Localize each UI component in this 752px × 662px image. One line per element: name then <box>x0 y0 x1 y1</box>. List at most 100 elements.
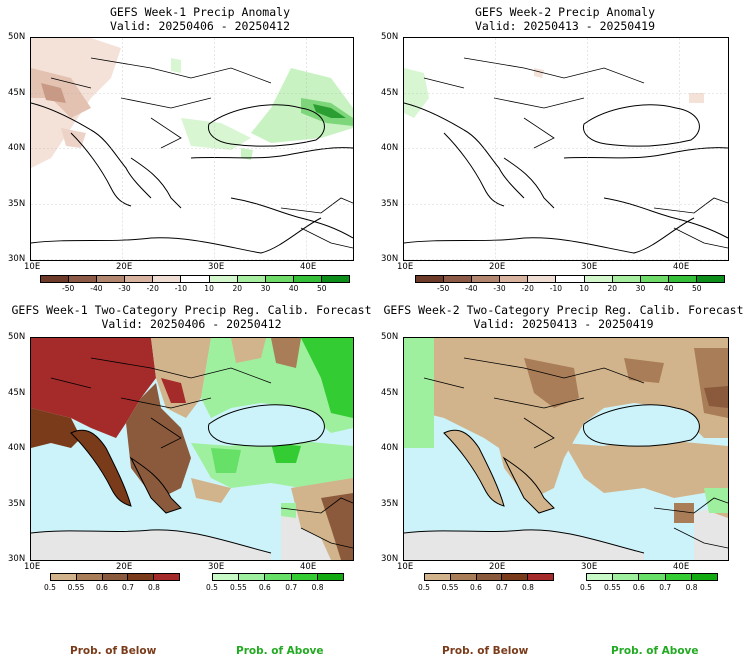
colorbar-label: 20 <box>607 284 618 293</box>
map-week1-anomaly <box>30 37 354 261</box>
colorbar-swatch <box>154 574 179 580</box>
colorbar-swatch <box>125 276 154 282</box>
colorbar-label: 0.5 <box>44 583 56 592</box>
colorbar-swatch <box>450 574 477 580</box>
colorbar-swatch <box>293 276 322 282</box>
colorbar-label: 0.7 <box>496 583 508 592</box>
below-colorbar <box>50 573 180 581</box>
colorbar-label: 0.55 <box>604 583 621 592</box>
above-colorbar <box>212 573 344 581</box>
map-week1-twocat <box>30 337 354 561</box>
above-colorbar <box>586 573 718 581</box>
colorbar-label: 50 <box>317 284 327 293</box>
lon-label: 20E <box>489 262 506 272</box>
lat-label: 50N <box>8 332 26 342</box>
colorbar-label: 50 <box>692 284 702 293</box>
colorbar-swatch <box>209 276 238 282</box>
colorbar-label: 0.5 <box>206 583 218 592</box>
lat-label: 30N <box>8 554 26 564</box>
anomaly-colorbar <box>415 275 725 283</box>
lon-label: 10E <box>24 562 41 572</box>
colorbar-label: -10 <box>174 284 188 293</box>
colorbar-label: -20 <box>521 284 534 293</box>
colorbar-label: 0.6 <box>258 583 271 592</box>
lat-label: 30N <box>381 254 399 264</box>
lon-label: 30E <box>581 562 598 572</box>
lat-label: 45N <box>381 388 399 398</box>
lat-label: 40N <box>8 143 26 153</box>
colorbar-swatch <box>640 276 669 282</box>
colorbar-swatch <box>317 574 344 580</box>
lon-label: 10E <box>397 262 414 272</box>
colorbar-label: 0.55 <box>441 583 459 592</box>
lat-label: 50N <box>381 332 399 342</box>
panel-title: GEFS Week-2 Two-Category Precip Reg. Cal… <box>383 303 744 317</box>
colorbar-swatch <box>76 574 103 580</box>
panel-title: GEFS Week-2 Precip Anomaly <box>474 5 655 19</box>
lat-label: 40N <box>8 443 26 453</box>
colorbar-label: 0.7 <box>285 583 298 592</box>
colorbar-label: 0.55 <box>230 583 247 592</box>
colorbar-label: -50 <box>62 284 75 293</box>
lat-label: 30N <box>381 554 399 564</box>
colorbar-label: 0.55 <box>67 583 85 592</box>
colorbar-swatch <box>613 574 640 580</box>
colorbar-swatch <box>291 574 318 580</box>
lat-label: 35N <box>381 499 399 509</box>
colorbar-label: 0.8 <box>311 583 324 592</box>
colorbar-label: -40 <box>465 284 478 293</box>
colorbar-swatch <box>153 276 182 282</box>
colorbar-label: 0.8 <box>148 583 160 592</box>
panel-valid-dates: Valid: 20250413 - 20250419 <box>473 317 654 331</box>
colorbar-label: 10 <box>204 284 214 293</box>
colorbar-label: 0.7 <box>659 583 672 592</box>
colorbar-swatch <box>213 574 240 580</box>
panel-valid-dates: Valid: 20250406 - 20250412 <box>101 317 282 331</box>
colorbar-label: 0.7 <box>122 583 134 592</box>
lon-label: 30E <box>208 562 225 572</box>
colorbar-swatch <box>696 276 725 282</box>
colorbar-swatch <box>587 574 614 580</box>
colorbar-swatch <box>265 574 292 580</box>
colorbar-swatch <box>444 276 473 282</box>
colorbar-swatch <box>51 574 77 580</box>
footer-prob-above: Prob. of Above <box>611 645 699 657</box>
colorbar-swatch <box>321 276 350 282</box>
lon-label: 20E <box>116 562 133 572</box>
colorbar-swatch <box>472 276 501 282</box>
colorbar-swatch <box>69 276 98 282</box>
colorbar-swatch <box>612 276 641 282</box>
colorbar-swatch <box>584 276 613 282</box>
colorbar-label: 10 <box>579 284 589 293</box>
map-week2-anomaly <box>403 37 729 261</box>
lon-label: 10E <box>24 262 41 272</box>
lat-label: 40N <box>381 443 399 453</box>
colorbar-swatch <box>102 574 129 580</box>
colorbar-label: 0.6 <box>470 583 482 592</box>
colorbar-label: 40 <box>663 284 674 293</box>
colorbar-swatch <box>239 574 266 580</box>
colorbar-swatch <box>500 276 529 282</box>
colorbar-label: -40 <box>90 284 103 293</box>
colorbar-label: 0.8 <box>522 583 534 592</box>
colorbar-swatch <box>502 574 529 580</box>
colorbar-label: 0.8 <box>685 583 698 592</box>
anomaly-colorbar <box>40 275 350 283</box>
lat-label: 35N <box>8 499 26 509</box>
colorbar-swatch <box>556 276 585 282</box>
lat-label: 30N <box>8 254 26 264</box>
colorbar-swatch <box>528 574 553 580</box>
panel-title: GEFS Week-1 Precip Anomaly <box>109 5 290 19</box>
lat-label: 50N <box>381 32 399 42</box>
lat-label: 35N <box>381 199 399 209</box>
lat-label: 40N <box>381 143 399 153</box>
panel-title: GEFS Week-1 Two-Category Precip Reg. Cal… <box>11 303 372 317</box>
colorbar-label: -30 <box>493 284 506 293</box>
footer-prob-above: Prob. of Above <box>236 645 324 657</box>
colorbar-swatch <box>41 276 70 282</box>
colorbar-label: 40 <box>288 284 299 293</box>
colorbar-swatch <box>128 574 155 580</box>
colorbar-swatch <box>265 276 294 282</box>
colorbar-label: 20 <box>232 284 243 293</box>
colorbar-label: 0.5 <box>418 583 430 592</box>
